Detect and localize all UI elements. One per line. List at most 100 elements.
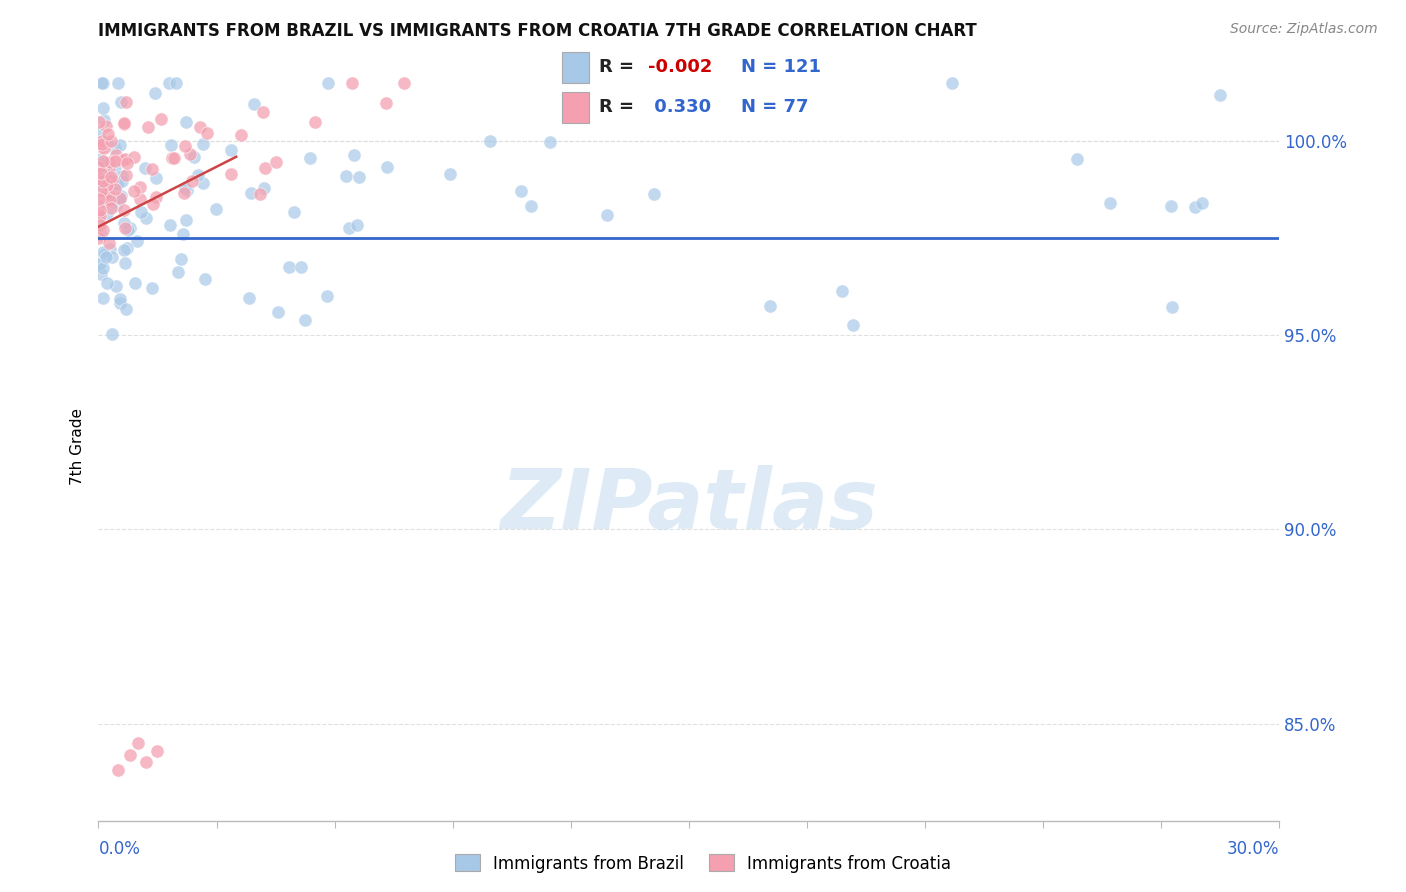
Point bbox=[93, 141, 115, 155]
Text: 0.330: 0.330 bbox=[648, 98, 711, 116]
Point bbox=[298, 151, 321, 165]
Point bbox=[439, 167, 461, 181]
Point bbox=[304, 115, 326, 129]
Point bbox=[172, 227, 194, 241]
Point bbox=[188, 120, 211, 134]
Point bbox=[100, 173, 122, 187]
Point bbox=[124, 276, 146, 290]
Point bbox=[101, 327, 124, 342]
Text: N = 121: N = 121 bbox=[741, 59, 821, 77]
Point bbox=[129, 180, 152, 194]
Point bbox=[110, 189, 132, 203]
Point bbox=[108, 138, 131, 153]
Point bbox=[94, 119, 117, 133]
Text: 0.0%: 0.0% bbox=[98, 840, 141, 858]
Point bbox=[136, 120, 159, 135]
Point bbox=[191, 136, 214, 151]
Point bbox=[1160, 199, 1182, 213]
Point bbox=[104, 140, 127, 154]
Point bbox=[141, 162, 163, 177]
Point bbox=[174, 213, 197, 227]
Point bbox=[375, 160, 398, 174]
Point bbox=[89, 160, 111, 174]
Point bbox=[194, 271, 217, 285]
Point bbox=[118, 747, 141, 762]
Point bbox=[1209, 87, 1232, 102]
Point bbox=[231, 128, 253, 142]
Point bbox=[157, 76, 180, 90]
Point bbox=[91, 139, 114, 153]
Point bbox=[98, 171, 121, 186]
Point bbox=[1191, 196, 1213, 211]
Point bbox=[238, 291, 260, 305]
Point bbox=[146, 744, 169, 758]
Point bbox=[98, 155, 121, 169]
Point bbox=[249, 186, 271, 201]
Point bbox=[243, 97, 266, 112]
Point bbox=[197, 126, 219, 140]
Point bbox=[110, 153, 132, 167]
Point bbox=[122, 185, 145, 199]
Point bbox=[91, 134, 114, 148]
Point bbox=[111, 169, 134, 184]
Point bbox=[264, 155, 287, 169]
Point bbox=[90, 184, 112, 198]
Point bbox=[394, 76, 416, 90]
Point bbox=[100, 170, 122, 185]
Point bbox=[221, 143, 243, 157]
Point bbox=[90, 166, 112, 180]
Point bbox=[173, 186, 195, 200]
Point bbox=[96, 178, 118, 192]
Point bbox=[174, 138, 197, 153]
Point bbox=[104, 182, 127, 196]
Point bbox=[104, 147, 127, 161]
Point bbox=[96, 206, 118, 220]
Y-axis label: 7th Grade: 7th Grade bbox=[69, 408, 84, 484]
Point bbox=[510, 184, 533, 198]
Point bbox=[596, 209, 619, 223]
Point bbox=[129, 205, 152, 219]
Point bbox=[127, 736, 149, 750]
Point bbox=[96, 136, 118, 150]
Point bbox=[142, 196, 165, 211]
Point bbox=[114, 301, 136, 316]
Point bbox=[91, 245, 114, 260]
Point bbox=[87, 115, 110, 129]
Point bbox=[97, 236, 120, 251]
Point bbox=[101, 195, 124, 210]
Point bbox=[283, 205, 305, 219]
Point bbox=[97, 127, 120, 141]
Point bbox=[89, 218, 111, 232]
Point bbox=[107, 76, 129, 90]
Point bbox=[98, 242, 121, 256]
Point bbox=[134, 161, 156, 176]
Point bbox=[520, 199, 543, 213]
Point bbox=[478, 134, 501, 148]
Point bbox=[104, 279, 127, 293]
Point bbox=[170, 252, 193, 266]
Text: -0.002: -0.002 bbox=[648, 59, 713, 77]
Point bbox=[1066, 152, 1088, 166]
Point bbox=[252, 104, 274, 119]
Text: IMMIGRANTS FROM BRAZIL VS IMMIGRANTS FROM CROATIA 7TH GRADE CORRELATION CHART: IMMIGRANTS FROM BRAZIL VS IMMIGRANTS FRO… bbox=[98, 22, 977, 40]
Point bbox=[91, 260, 114, 275]
Point bbox=[96, 175, 118, 189]
Point bbox=[118, 221, 141, 235]
Point bbox=[759, 299, 782, 313]
Point bbox=[349, 169, 371, 184]
Point bbox=[173, 181, 195, 195]
Point bbox=[91, 136, 114, 151]
Point bbox=[339, 220, 361, 235]
Point bbox=[160, 152, 183, 166]
Point bbox=[110, 193, 132, 207]
Point bbox=[183, 150, 205, 164]
Point bbox=[89, 257, 111, 271]
Point bbox=[538, 135, 561, 149]
Point bbox=[89, 172, 111, 186]
Point bbox=[89, 209, 111, 223]
Point bbox=[93, 164, 115, 178]
Point bbox=[115, 169, 138, 183]
Point bbox=[375, 95, 398, 110]
Point bbox=[91, 76, 114, 90]
Point bbox=[89, 125, 111, 139]
